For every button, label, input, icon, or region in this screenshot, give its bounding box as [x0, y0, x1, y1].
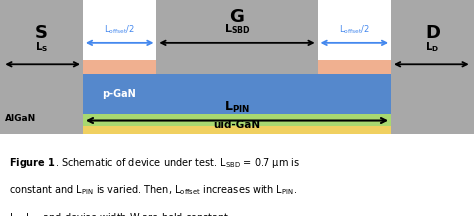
Text: L$_{\mathregular{offset}}$/2: L$_{\mathregular{offset}}$/2 [339, 24, 370, 36]
Text: L$_{\mathregular{S}}$, L$_{\mathregular{D}}$, and device width W are held consta: L$_{\mathregular{S}}$, L$_{\mathregular{… [9, 212, 230, 216]
Bar [156, 60, 318, 74]
Bar [318, 60, 391, 74]
Text: uid-GaN: uid-GaN [213, 120, 261, 130]
Text: S: S [35, 24, 48, 43]
Text: AlGaN: AlGaN [5, 114, 36, 123]
Text: L$_{\mathregular{PIN}}$: L$_{\mathregular{PIN}}$ [224, 100, 250, 115]
Bar [83, 74, 391, 114]
Text: L$_{\mathregular{S}}$: L$_{\mathregular{S}}$ [35, 40, 48, 54]
Text: L$_{\mathregular{SBD}}$: L$_{\mathregular{SBD}}$ [224, 22, 250, 36]
Bar [83, 74, 156, 114]
Text: L$_{\mathregular{offset}}$/2: L$_{\mathregular{offset}}$/2 [104, 24, 135, 36]
Text: L$_{\mathregular{D}}$: L$_{\mathregular{D}}$ [425, 40, 440, 54]
Text: $\bf{Figure\ 1}$: $\bf{Figure\ 1}$ [9, 156, 56, 170]
Text: . Schematic of device under test. L$_{\mathregular{SBD}}$ = 0.7 μm is: . Schematic of device under test. L$_{\m… [55, 156, 300, 170]
Bar [0, 126, 474, 134]
Bar [0, 0, 83, 134]
Bar [156, 0, 318, 60]
Bar [318, 74, 391, 114]
Text: p-GaN: p-GaN [102, 89, 136, 99]
Text: constant and L$_{\mathregular{PIN}}$ is varied. Then, L$_{\mathregular{offset}}$: constant and L$_{\mathregular{PIN}}$ is … [9, 184, 298, 197]
Bar [391, 0, 474, 134]
Bar [0, 114, 474, 126]
Text: G: G [229, 8, 245, 26]
Text: D: D [425, 24, 440, 43]
Bar [83, 60, 156, 74]
